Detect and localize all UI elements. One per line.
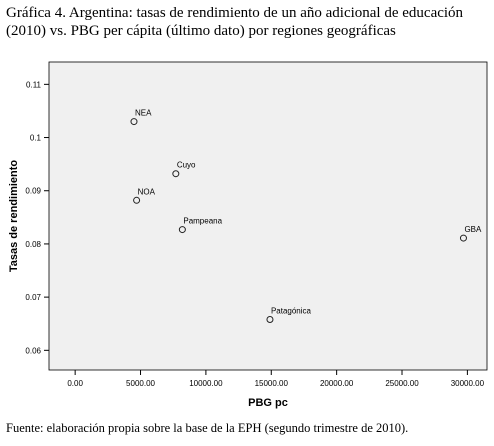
data-point-cuyo: [172, 170, 180, 178]
y-tick-label: 0.08: [25, 240, 41, 249]
data-point-gba: [459, 234, 467, 242]
x-axis-label: PBG pc: [248, 397, 288, 409]
point-label: NEA: [135, 109, 152, 118]
y-axis-label: Tasas de rendimiento: [8, 160, 20, 273]
y-tick-label: 0.11: [26, 80, 42, 89]
point-label: Pampeana: [183, 217, 222, 226]
source-note: Fuente: elaboración propia sobre la base…: [6, 421, 409, 435]
x-tick-label: 15000.00: [255, 379, 289, 388]
scatter-chart: 0.00 5000.00 10000.00 15000.00 20000.00 25000…: [8, 61, 488, 409]
data-point-nea: [130, 118, 138, 126]
y-tick-label: 0.1: [30, 134, 42, 143]
x-tick-label: 20000.00: [320, 379, 354, 388]
data-point-patagónica: [266, 315, 274, 323]
y-tick-label: 0.09: [25, 187, 41, 196]
x-tick-label: 25000.00: [385, 379, 419, 388]
data-point-noa: [133, 196, 141, 204]
point-label: GBA: [464, 225, 482, 234]
point-label: Cuyo: [177, 161, 196, 170]
y-tick-label: 0.07: [25, 293, 41, 302]
x-tick-label: 5000.00: [126, 379, 155, 388]
x-tick-label: 10000.00: [189, 379, 223, 388]
data-point-pampeana: [178, 226, 186, 234]
x-tick-label: 0.00: [67, 379, 83, 388]
x-tick-label: 30000.00: [451, 379, 485, 388]
y-tick-label: 0.06: [25, 346, 41, 355]
plot-area: [48, 61, 488, 371]
point-label: Patagónica: [271, 306, 312, 315]
point-label: NOA: [138, 187, 156, 196]
chart-title: Gráfica 4. Argentina: tasas de rendimien…: [6, 5, 464, 39]
